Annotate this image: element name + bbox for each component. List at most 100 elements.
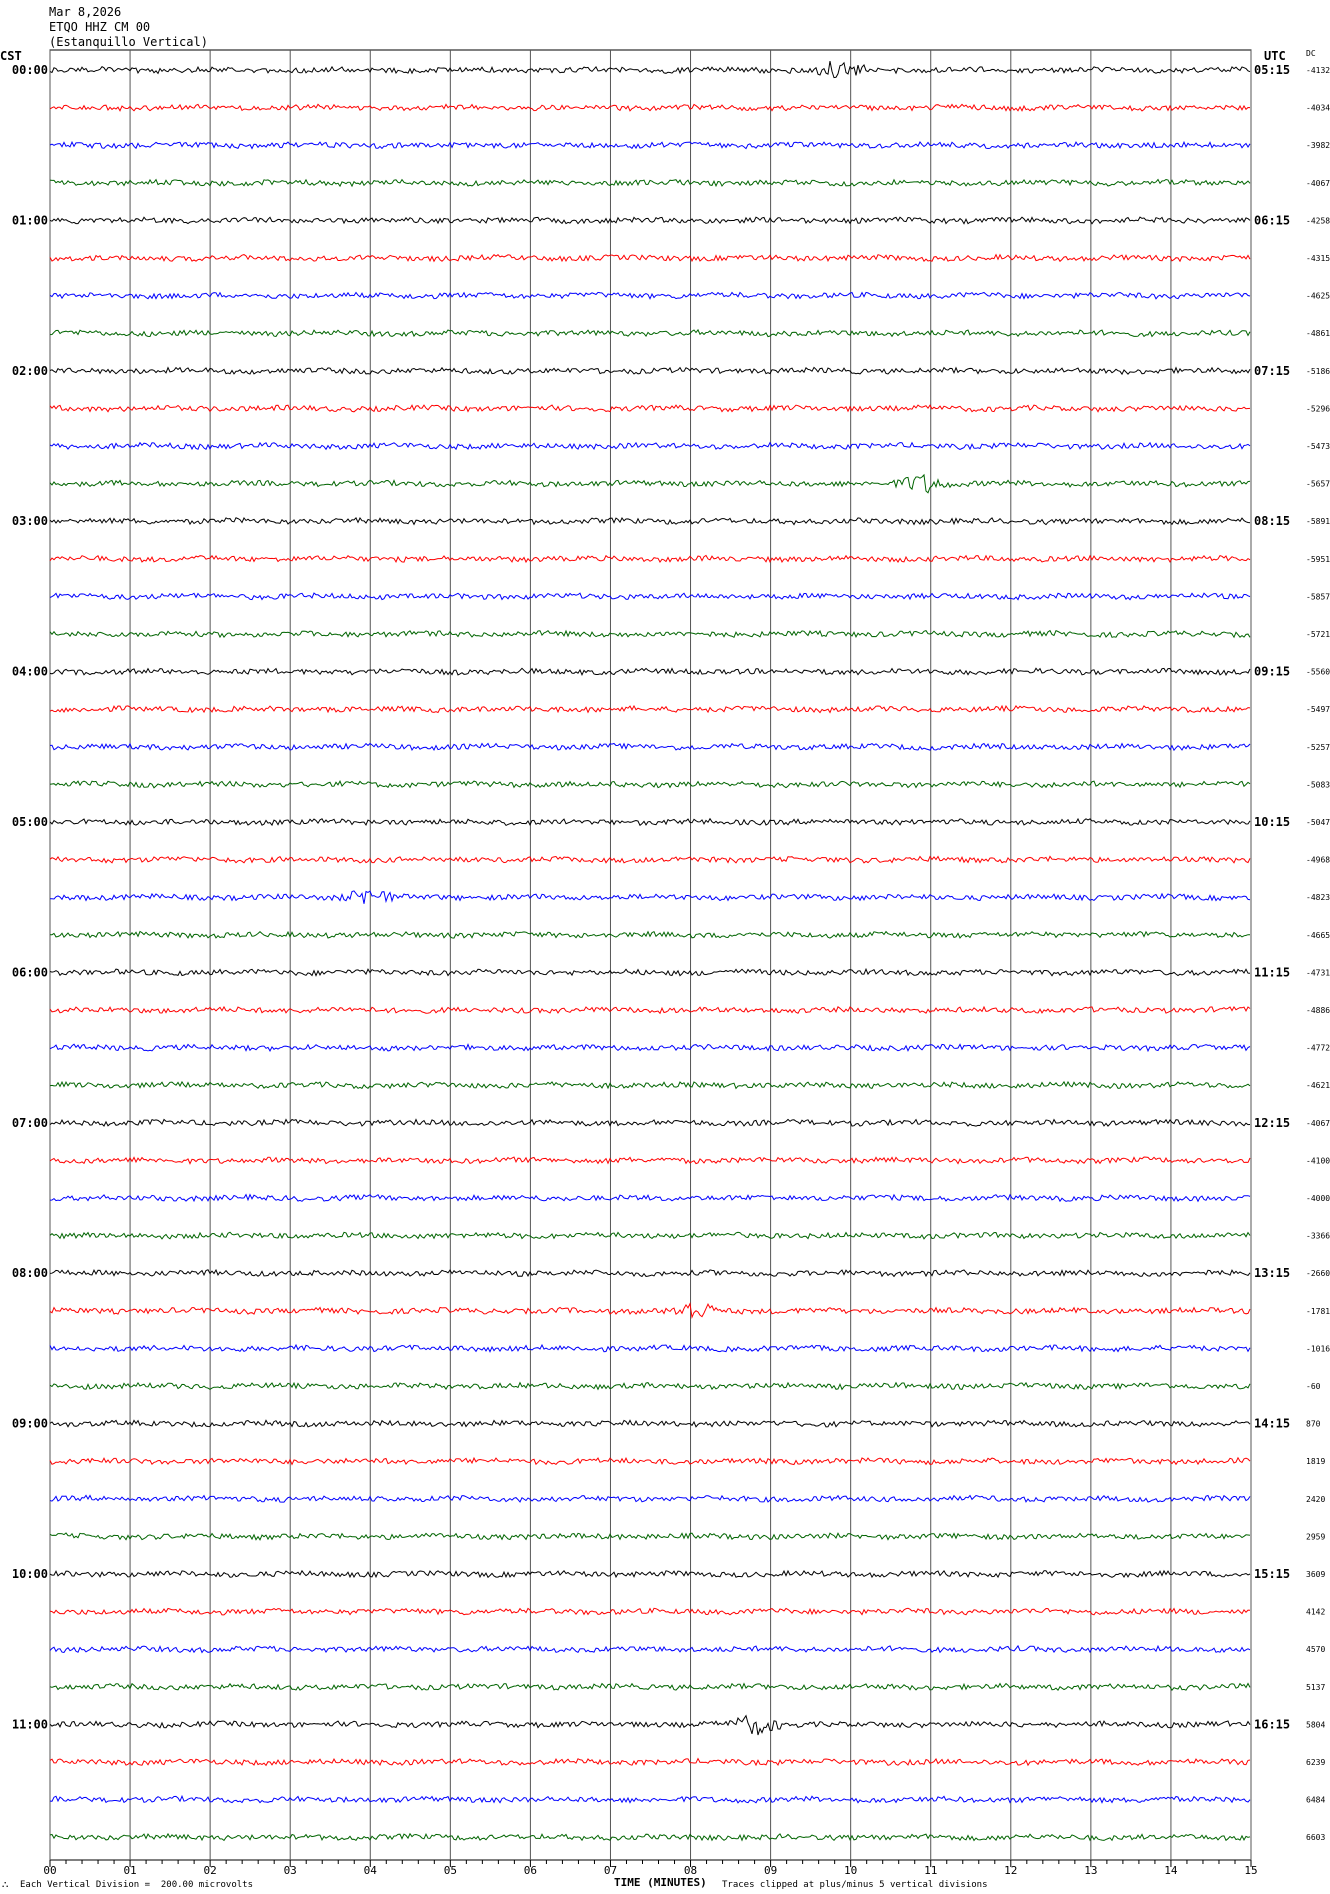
dc-offset-label: -4621 (1306, 1081, 1330, 1090)
seismic-trace (49, 140, 1251, 150)
header-station: ETQO HHZ CM 00 (49, 20, 151, 34)
dc-offset-label: -5497 (1306, 705, 1330, 714)
x-tick-label: 00 (43, 1864, 56, 1877)
seismic-trace (49, 473, 1251, 494)
seismic-trace (49, 61, 1251, 79)
dc-offset-label: -4067 (1306, 1119, 1330, 1128)
x-tick-label: 04 (364, 1864, 378, 1877)
dc-offset-label: 5137 (1306, 1683, 1325, 1692)
seismic-trace (49, 930, 1251, 939)
seismic-trace (49, 1118, 1251, 1127)
x-tick-label: 03 (284, 1864, 297, 1877)
dc-offset-label: -1781 (1306, 1307, 1330, 1316)
dc-offset-label: -5083 (1306, 780, 1330, 789)
seismic-trace (49, 1757, 1251, 1767)
dc-offset-label: -5721 (1306, 630, 1330, 639)
dc-offset-label: 4142 (1306, 1608, 1325, 1617)
dc-offset-label: -4886 (1306, 1006, 1330, 1015)
dc-offset-label: -60 (1306, 1382, 1321, 1391)
seismic-trace (49, 1456, 1251, 1466)
x-tick-label: 12 (1004, 1864, 1017, 1877)
right-hour-label: 12:15 (1254, 1116, 1290, 1130)
x-tick-label: 15 (1244, 1864, 1257, 1877)
seismic-trace (49, 216, 1251, 225)
dc-offset-label: 6484 (1306, 1796, 1325, 1805)
plot-frame (49, 49, 1252, 1861)
right-hour-label: 07:15 (1254, 364, 1290, 378)
x-tick-label: 11 (924, 1864, 937, 1877)
seismic-trace (49, 1193, 1251, 1203)
dc-offset-label: -3366 (1306, 1232, 1330, 1241)
dc-offset-label: -4132 (1306, 66, 1330, 75)
left-hour-label: 04:00 (12, 665, 48, 679)
right-hour-label: 08:15 (1254, 514, 1290, 528)
left-hour-label: 05:00 (12, 815, 48, 829)
dc-offset-label: -4100 (1306, 1156, 1330, 1165)
seismic-trace (49, 1381, 1251, 1391)
seismic-trace (49, 103, 1251, 112)
seismic-trace (49, 517, 1251, 526)
seismic-trace (49, 366, 1251, 376)
dc-offset-label: 1819 (1306, 1457, 1325, 1466)
right-hour-label: 11:15 (1254, 965, 1290, 979)
seismic-trace (49, 1607, 1251, 1616)
dc-offset-label: -5951 (1306, 555, 1330, 564)
dc-offset-label: -4315 (1306, 254, 1330, 263)
seismic-trace (49, 1231, 1251, 1240)
seismic-trace (49, 855, 1251, 864)
seismic-trace (49, 1043, 1251, 1053)
dc-offset-label: -4665 (1306, 931, 1330, 940)
seismic-trace (49, 1532, 1251, 1541)
x-tick-label: 05 (444, 1864, 457, 1877)
seismic-trace (49, 554, 1251, 564)
seismic-trace (49, 1494, 1251, 1503)
seismic-trace (49, 967, 1251, 977)
dc-offset-label: 870 (1306, 1420, 1321, 1429)
dc-offset-label: -4625 (1306, 292, 1330, 301)
left-hour-label: 03:00 (12, 514, 48, 528)
seismic-trace (49, 404, 1251, 413)
x-tick-label: 14 (1164, 1864, 1178, 1877)
seismic-trace (49, 742, 1251, 752)
seismic-trace (49, 1419, 1251, 1428)
right-hour-label: 13:15 (1254, 1266, 1290, 1280)
dc-offset-label: -4731 (1306, 968, 1330, 977)
left-hour-label: 10:00 (12, 1567, 48, 1581)
left-hour-label: 02:00 (12, 364, 48, 378)
dc-offset-label: -5257 (1306, 743, 1330, 752)
seismic-trace (49, 1644, 1251, 1654)
seismic-trace (49, 1156, 1251, 1165)
right-hour-label: 15:15 (1254, 1567, 1290, 1581)
seismic-trace (49, 1682, 1251, 1692)
right-hour-label: 06:15 (1254, 213, 1290, 227)
left-hour-label: 08:00 (12, 1266, 48, 1280)
x-tick-label: 08 (684, 1864, 697, 1877)
left-hour-label: 09:00 (12, 1417, 48, 1431)
seismic-trace (49, 629, 1251, 639)
dc-offset-label: -4823 (1306, 893, 1330, 902)
right-hour-label: 14:15 (1254, 1417, 1290, 1431)
dc-offset-label: -4968 (1306, 856, 1330, 865)
dc-offset-label: 6603 (1306, 1833, 1325, 1842)
dc-offset-label: 4570 (1306, 1645, 1325, 1654)
seismic-trace (49, 890, 1251, 904)
dc-offset-label: 6239 (1306, 1758, 1325, 1767)
seismic-trace (49, 1832, 1251, 1842)
seismic-trace (49, 592, 1251, 601)
dc-offset-label: 2959 (1306, 1532, 1325, 1541)
seismic-trace (49, 1794, 1251, 1804)
dc-offset-label: -5473 (1306, 442, 1330, 451)
dc-offset-label: -5857 (1306, 592, 1330, 601)
seismic-trace (49, 1080, 1251, 1090)
x-axis-title: TIME (MINUTES) (614, 1876, 707, 1889)
seismic-trace (49, 1268, 1251, 1278)
right-hour-label: 10:15 (1254, 815, 1290, 829)
footer-clip-note: Traces clipped at plus/minus 5 vertical … (722, 1880, 988, 1890)
header-date: Mar 8,2026 (49, 5, 122, 19)
x-tick-label: 13 (1084, 1864, 1097, 1877)
x-tick-label: 01 (123, 1864, 136, 1877)
dc-offset-label: -4258 (1306, 216, 1330, 225)
x-tick-label: 02 (204, 1864, 217, 1877)
left-hour-label: 07:00 (12, 1116, 48, 1130)
